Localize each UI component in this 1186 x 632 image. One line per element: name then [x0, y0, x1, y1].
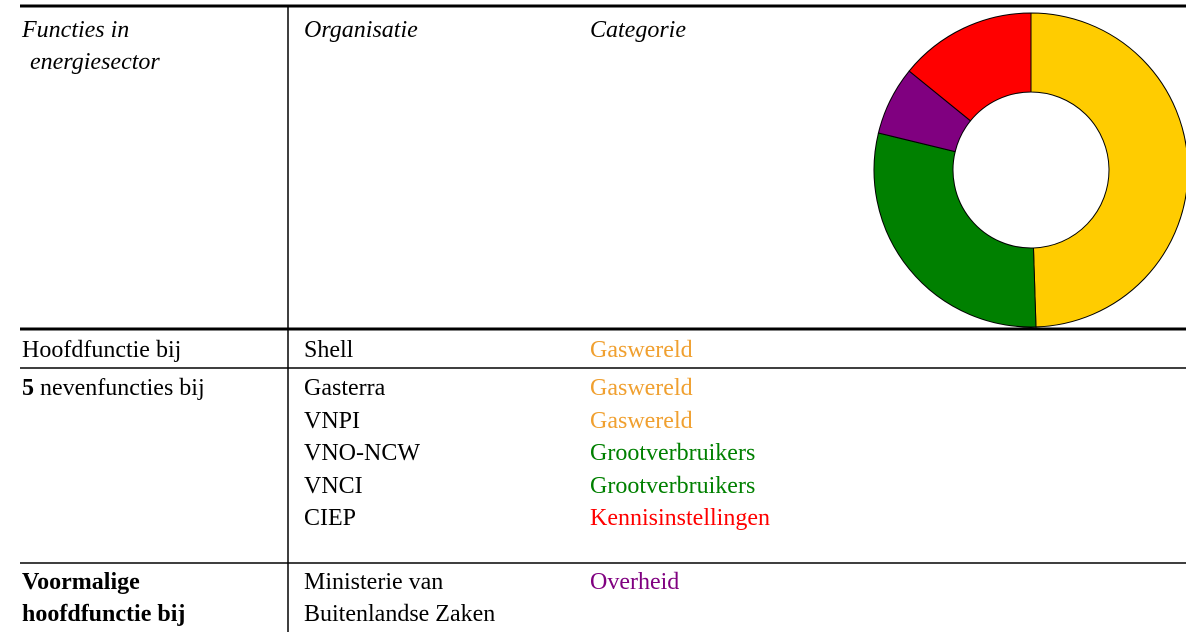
organisation: Ministerie van Buitenlandse Zaken [304, 569, 496, 627]
category: Grootverbruikers [590, 440, 756, 467]
organisation: VNO-NCW [304, 440, 420, 467]
donut-segment [1030, 12, 1186, 328]
category: Kennisinstellingen [590, 505, 770, 532]
organisation: CIEP [304, 505, 357, 532]
category: Gaswereld [590, 407, 693, 434]
category: Overheid [590, 569, 680, 595]
function-label: Voormalige hoofdfunctie bij [22, 569, 186, 627]
category: Gaswereld [590, 375, 693, 401]
organisation: VNPI [304, 407, 361, 434]
function-label: Hoofdfunctie bij [22, 337, 182, 363]
organisation: VNCI [304, 472, 363, 499]
count: 5 [22, 375, 34, 401]
header-organisation: Organisatie [304, 17, 418, 43]
category: Grootverbruikers [590, 472, 756, 499]
header-functions: Functies in energiesector [22, 17, 160, 75]
function-text: nevenfuncties bij [40, 375, 205, 401]
function-label: 5 nevenfuncties bij [22, 372, 205, 404]
donut-segment [908, 12, 1032, 122]
organisation: Gasterra [304, 375, 386, 401]
donut-segment [873, 132, 1037, 328]
header-category: Categorie [590, 17, 686, 43]
organisation: Shell [304, 337, 354, 363]
category: Gaswereld [590, 337, 693, 363]
